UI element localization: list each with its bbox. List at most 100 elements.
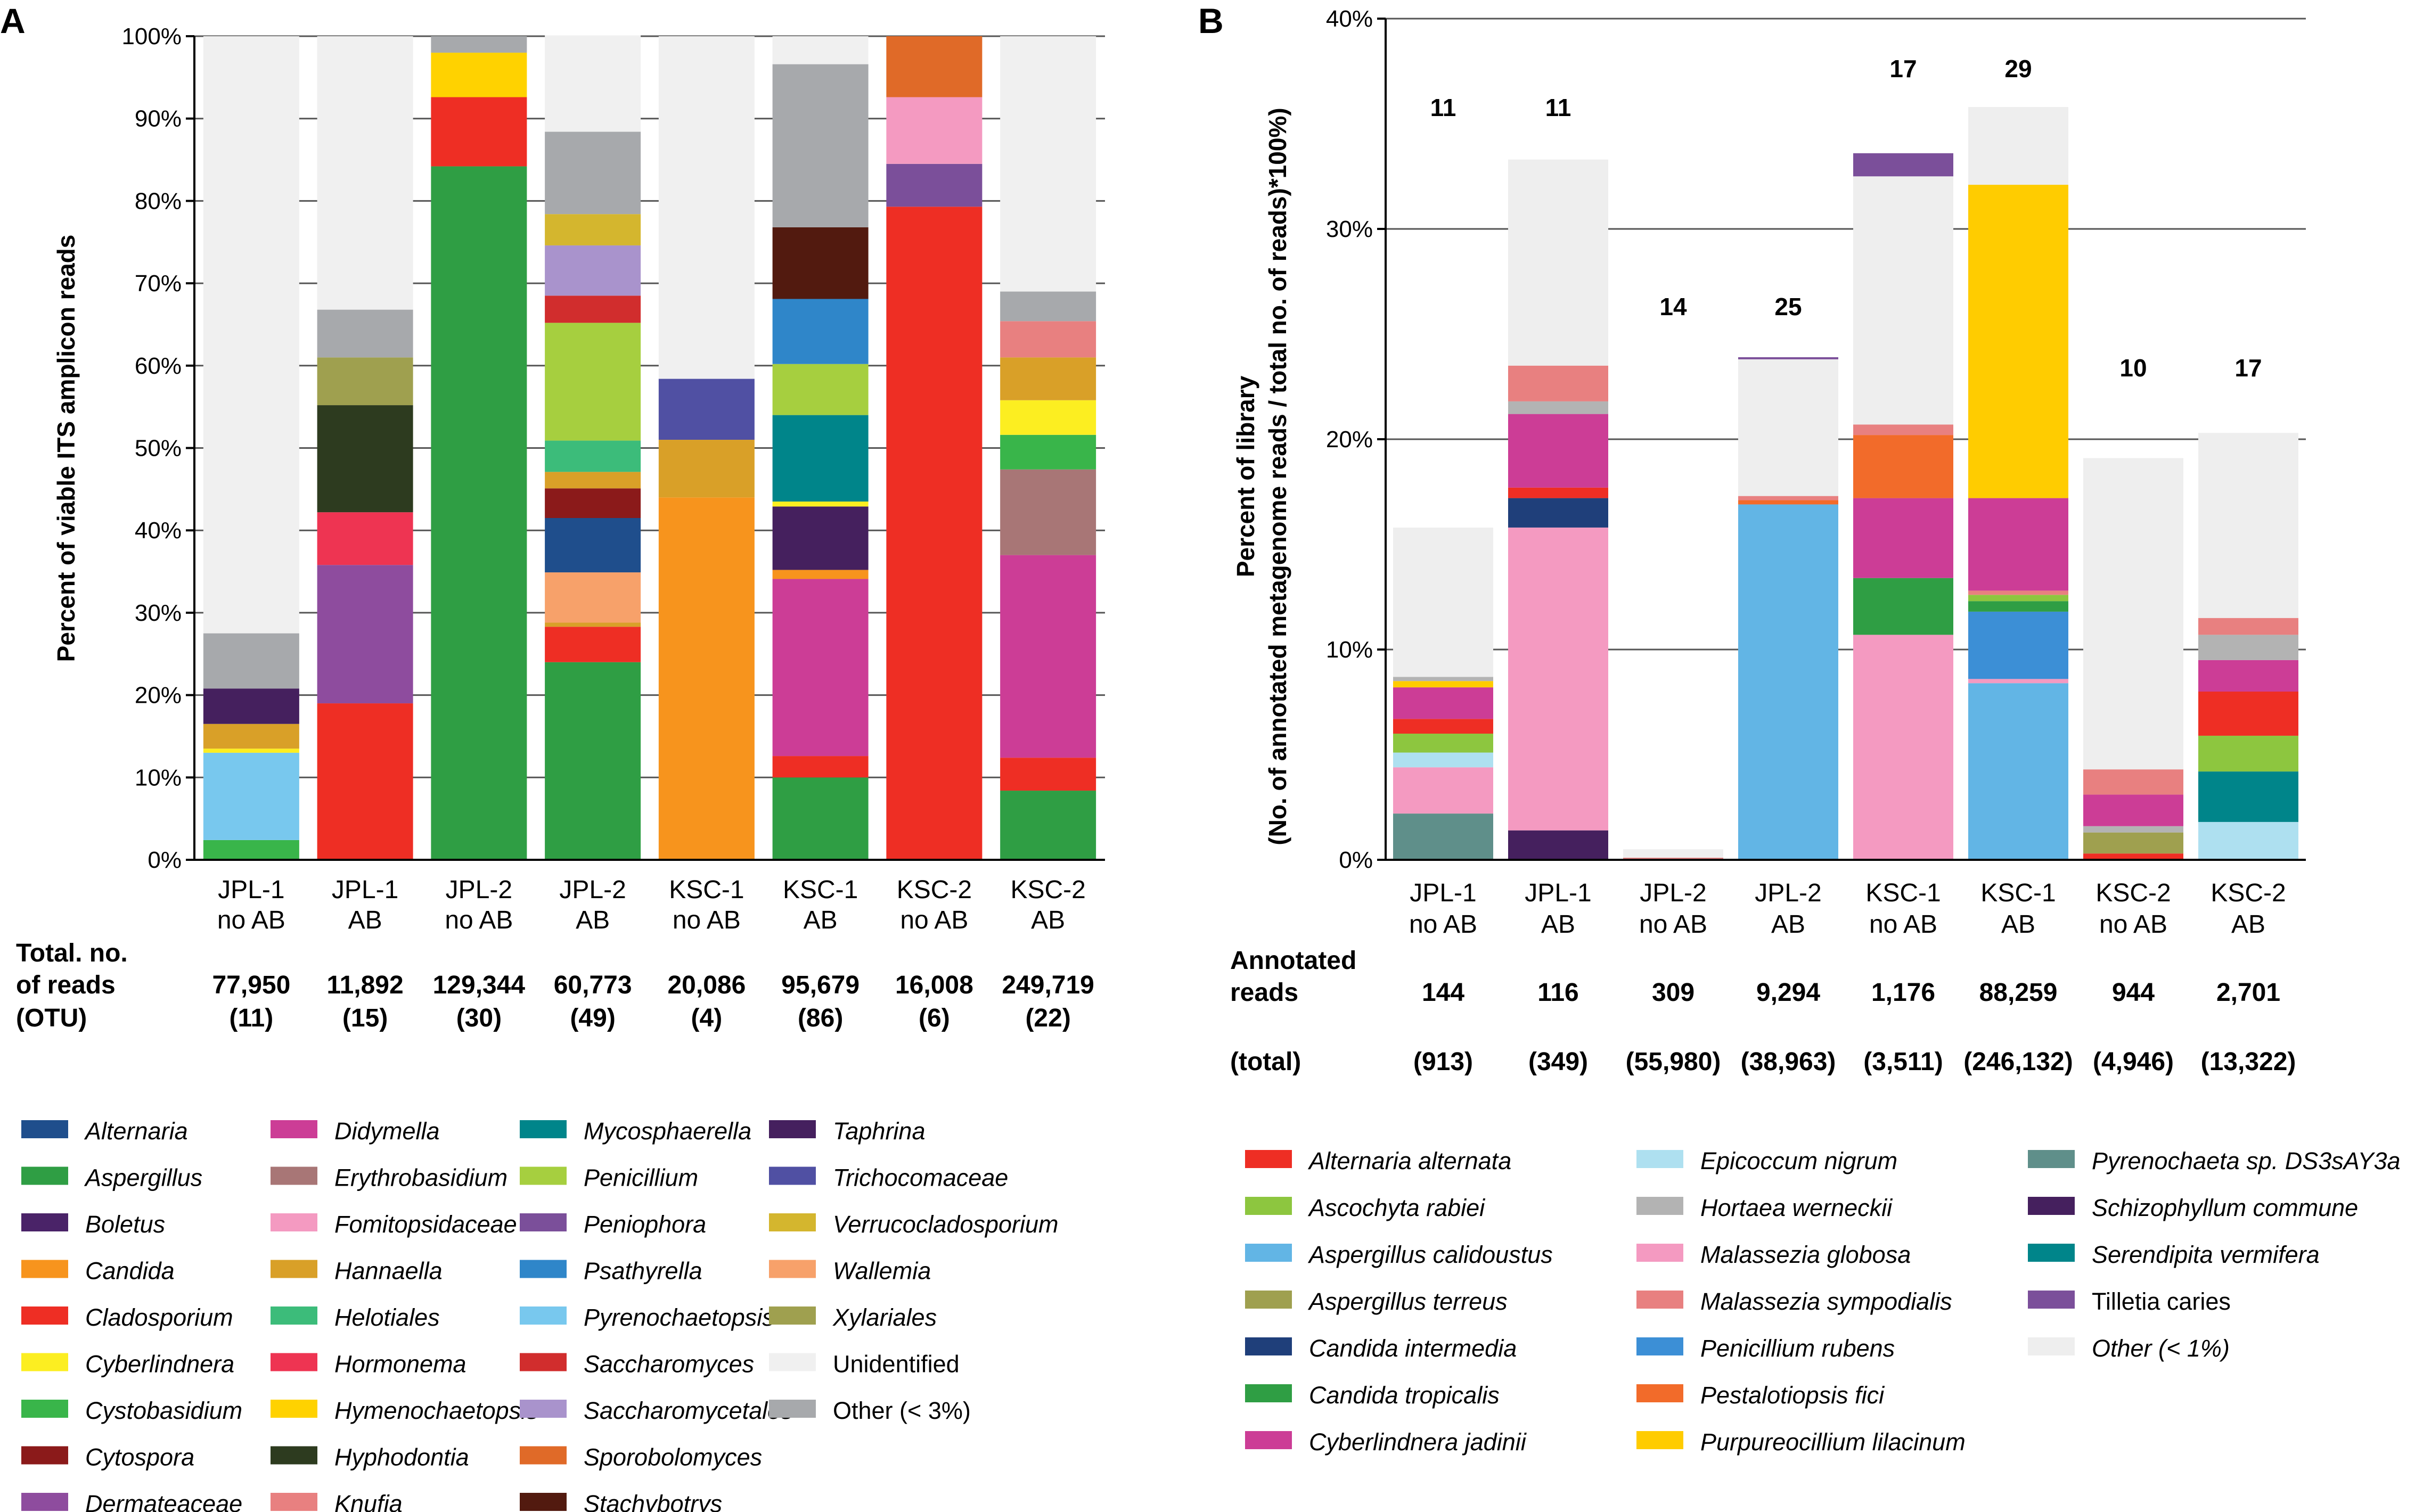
bar-segment-cyberlindnera-jadinii	[2198, 660, 2298, 692]
legend-label-cystobasidium: Cystobasidium	[85, 1397, 242, 1424]
bar-segment-malassezia-sympodialis	[2083, 769, 2183, 795]
table-row-label: of reads	[16, 971, 116, 999]
legend-label-purpureocillium-lilacinum: Purpureocillium lilacinum	[1700, 1428, 1966, 1456]
x-tick-label-treatment: AB	[576, 906, 610, 934]
bar-segment-cystobasidium	[203, 840, 299, 860]
legend-swatch-tilletia-caries	[2028, 1291, 2075, 1309]
panel-b-legend: Alternaria alternata Ascochyta rabiei Aspe…	[1245, 1147, 2401, 1456]
x-tick-label-treatment: AB	[804, 906, 838, 934]
table-cell: 77,950	[212, 971, 290, 999]
legend-label-pestalotiopsis-fici: Pestalotiopsis fici	[1700, 1382, 1885, 1409]
table-row-label: (OTU)	[16, 1004, 87, 1032]
table-cell: (38,963)	[1741, 1048, 1836, 1076]
x-tick-label-site: JPL-2	[1755, 879, 1821, 907]
bar-segment-taphrina	[772, 506, 869, 570]
table-row-label: reads	[1230, 979, 1298, 1007]
bar-segment-candida-intermedia	[1508, 498, 1608, 528]
panel-a-axes: 0% 10% 20% 30% 40% 50% 60% 70% 80% 90% 100%	[121, 23, 1105, 873]
bar-segment-alternaria-alternata	[2198, 692, 2298, 736]
legend-label-tilletia-caries: Tilletia caries	[2092, 1288, 2231, 1315]
legend-swatch-candida	[21, 1260, 68, 1278]
legend-label-malassezia-sympodialis: Malassezia sympodialis	[1700, 1288, 1952, 1315]
bar-segment-cyberlindnera	[772, 502, 869, 507]
legend-label-psathyrella: Psathyrella	[584, 1258, 702, 1285]
bar-segment-alternaria-alternata	[1508, 487, 1608, 498]
x-tick-label-site: JPL-1	[218, 876, 284, 904]
table-cell: (30)	[456, 1004, 502, 1032]
legend-label-mycosphaerella: Mycosphaerella	[584, 1117, 751, 1145]
bar-segment-candida	[658, 497, 755, 860]
legend-swatch-hormonema	[271, 1353, 317, 1371]
legend-swatch-taphrina	[769, 1120, 816, 1138]
panel-b-bars	[1393, 106, 2298, 860]
bar-segment-other-3	[545, 132, 641, 215]
panel-a-bars	[203, 35, 1096, 860]
table-row-label: Annotated	[1230, 947, 1356, 975]
legend-swatch-purpureocillium-lilacinum	[1636, 1431, 1683, 1449]
legend-label-penicillium: Penicillium	[584, 1164, 698, 1191]
bar-segment-other-1	[1853, 176, 1953, 425]
bar-segment-cyberlindnera-jadinii	[1968, 498, 2068, 591]
legend-label-saccharomyces: Saccharomyces	[584, 1351, 754, 1378]
bar-segment-malassezia-sympodialis	[2198, 618, 2298, 635]
legend-swatch-mycosphaerella	[520, 1120, 567, 1138]
table-cell: 309	[1652, 979, 1695, 1007]
bar-segment-malassezia-globosa	[1508, 527, 1608, 831]
bar-segment-aspergillus-terreus	[2083, 832, 2183, 854]
table-cell: (86)	[798, 1004, 843, 1032]
legend-label-fomitopsidaceae: Fomitopsidaceae	[334, 1211, 517, 1238]
table-cell: 60,773	[554, 971, 632, 999]
table-cell: (349)	[1528, 1048, 1588, 1076]
x-tick-label-site: KSC-1	[669, 876, 744, 904]
bar-segment-cladosporium	[545, 627, 641, 662]
legend-label-knufia: Knufia	[334, 1490, 403, 1512]
bar-segment-penicillium	[772, 364, 869, 415]
legend-swatch-peniophora	[520, 1213, 567, 1231]
table-cell: (11)	[230, 1004, 274, 1032]
bar-segment-xylariales	[317, 357, 413, 406]
panel-b-y-axis-title-line2: (No. of annotated metagenome reads / tot…	[1264, 108, 1291, 845]
legend-swatch-didymella	[271, 1120, 317, 1138]
bar-segment-hannaella	[1000, 357, 1096, 400]
legend-swatch-stachybotrys	[520, 1493, 567, 1511]
legend-label-pyrenochaetopsis: Pyrenochaetopsis	[584, 1304, 774, 1331]
y-tick-label: 90%	[135, 106, 182, 132]
x-tick-label-site: KSC-1	[1980, 879, 2056, 907]
y-tick-label: 100%	[121, 23, 182, 50]
legend-label-ascochyta-rabiei: Ascochyta rabiei	[1307, 1194, 1486, 1221]
x-tick-label-treatment: no AB	[217, 906, 285, 934]
x-tick-label-site: JPL-1	[332, 876, 398, 904]
legend-label-schizophyllum-commune: Schizophyllum commune	[2092, 1194, 2358, 1221]
x-tick-label-site: JPL-2	[559, 876, 626, 904]
legend-label-alternaria: Alternaria	[84, 1117, 188, 1145]
legend-label-aspergillus-terreus: Aspergillus terreus	[1307, 1288, 1508, 1315]
legend-swatch-pestalotiopsis-fici	[1636, 1384, 1683, 1402]
bar-segment-ascochyta-rabiei	[1968, 595, 2068, 602]
table-cell: 1,176	[1871, 979, 1935, 1007]
x-tick-label-treatment: no AB	[1869, 910, 1937, 939]
bar-segment-wallemia	[545, 572, 641, 623]
legend-swatch-other-1	[2028, 1337, 2075, 1355]
legend-label-candida-tropicalis: Candida tropicalis	[1309, 1382, 1500, 1409]
legend-swatch-cyberlindnera	[21, 1353, 68, 1371]
bar-segment-unidentified	[658, 36, 755, 379]
bar-segment-other-3	[317, 309, 413, 358]
legend-label-cytospora: Cytospora	[85, 1444, 194, 1471]
bar-segment-saccharomyces	[545, 295, 641, 323]
x-tick-label-treatment: no AB	[1409, 910, 1477, 939]
bar-segment-hannaella	[545, 622, 641, 627]
bar-segment-aspergillus	[772, 777, 869, 860]
x-tick-label-treatment: AB	[1541, 910, 1575, 939]
bar-segment-psathyrella	[772, 299, 869, 364]
legend-swatch-ascochyta-rabiei	[1245, 1197, 1292, 1215]
bar-segment-erythrobasidium	[1000, 469, 1096, 555]
legend-label-stachybotrys: Stachybotrys	[584, 1490, 722, 1512]
legend-swatch-penicillium-rubens	[1636, 1337, 1683, 1355]
legend-swatch-candida-tropicalis	[1245, 1384, 1292, 1402]
bar-segment-cyberlindnera-jadinii	[1853, 498, 1953, 578]
legend-label-verrucocladosporium: Verrucocladosporium	[833, 1211, 1059, 1238]
bar-segment-cladosporium	[431, 97, 527, 167]
bar-segment-unidentified	[317, 36, 413, 310]
legend-label-serendipita-vermifera: Serendipita vermifera	[2092, 1241, 2320, 1268]
table-cell: 944	[2112, 979, 2155, 1007]
